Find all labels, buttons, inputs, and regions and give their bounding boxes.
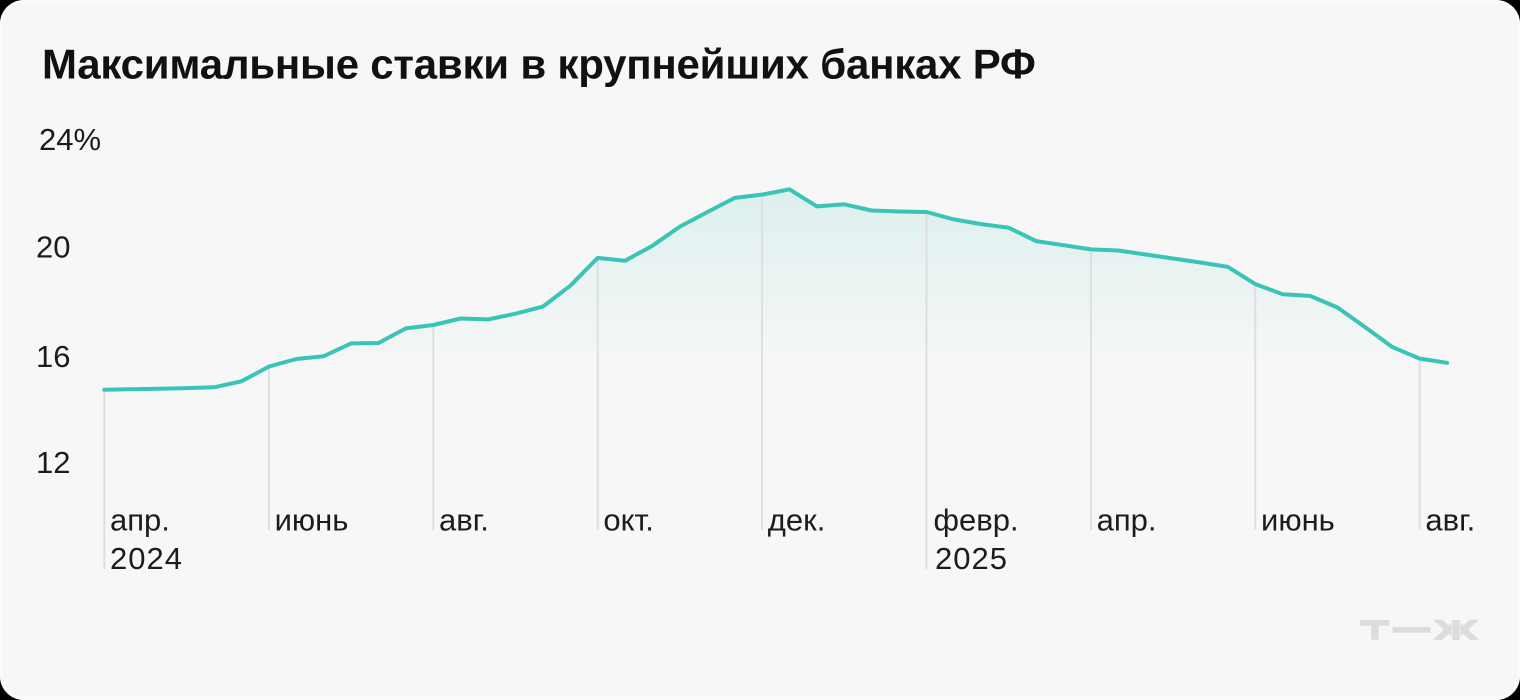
svg-text:12: 12 [36, 445, 70, 480]
svg-text:20: 20 [36, 229, 70, 264]
svg-text:авг.: авг. [439, 503, 489, 538]
svg-text:16: 16 [36, 339, 70, 374]
svg-text:февр.: февр. [934, 503, 1019, 538]
svg-text:24%: 24% [39, 122, 101, 157]
svg-text:2025: 2025 [935, 541, 1008, 576]
svg-text:Максимальные ставки в крупнейш: Максимальные ставки в крупнейших банках … [42, 41, 1036, 88]
svg-text:июнь: июнь [275, 503, 349, 538]
svg-text:июнь: июнь [1261, 503, 1335, 538]
svg-text:2024: 2024 [110, 541, 183, 576]
svg-text:апр.: апр. [110, 503, 170, 538]
svg-text:дек.: дек. [768, 503, 826, 538]
svg-text:окт.: окт. [603, 503, 654, 538]
svg-text:апр.: апр. [1097, 503, 1157, 538]
svg-text:авг.: авг. [1425, 503, 1475, 538]
